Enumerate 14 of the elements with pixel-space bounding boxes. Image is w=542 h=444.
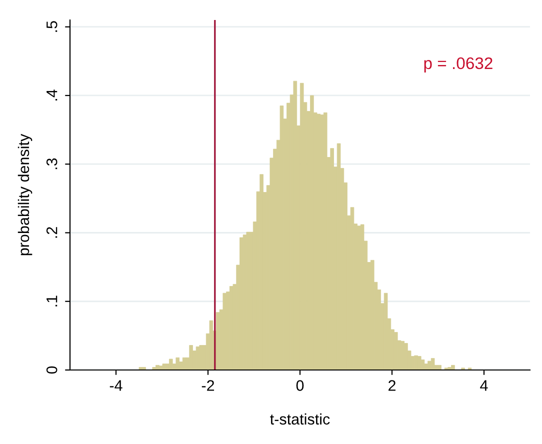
x-axis-title: t-statistic	[270, 413, 330, 425]
x-tick-label: 2	[388, 380, 396, 391]
x-tick-label: 4	[480, 380, 488, 391]
y-axis-title: probability density	[18, 134, 32, 256]
y-tick-label: .4	[46, 90, 58, 100]
x-tick-label: 0	[296, 380, 304, 391]
x-tick-label: -4	[110, 380, 122, 391]
y-tick-label: .3	[46, 158, 58, 170]
y-tick-label: .1	[46, 296, 58, 306]
x-tick-label: -2	[202, 380, 214, 391]
y-tick-label: 0	[46, 366, 58, 374]
y-tick-label: .2	[46, 227, 58, 238]
y-tick-label: .5	[46, 21, 58, 32]
annotation: p = .0632	[424, 57, 492, 72]
